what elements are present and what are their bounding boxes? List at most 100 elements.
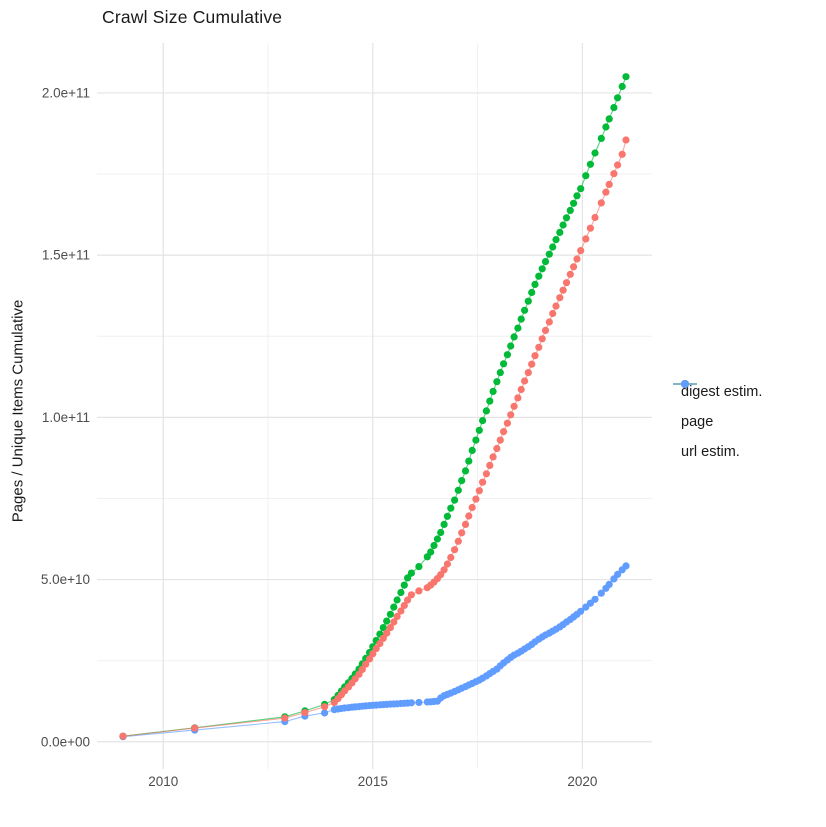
- y-tick-labels: 0.0e+00 5.0e+10 1.0e+11 1.5e+11 2.0e+11: [41, 85, 90, 749]
- x-tick-label: 2015: [358, 774, 388, 789]
- data-point: [451, 546, 459, 554]
- data-point: [365, 655, 374, 663]
- legend: digest estim. page url estim.: [672, 377, 762, 467]
- data-point: [500, 428, 508, 436]
- data-point: [489, 453, 497, 461]
- data-point: [566, 270, 574, 278]
- data-point: [510, 333, 518, 341]
- y-tick-label: 5.0e+10: [41, 572, 90, 587]
- data-point: [503, 419, 511, 427]
- data-point: [507, 342, 515, 350]
- data-point: [404, 596, 412, 604]
- data-point: [372, 645, 380, 653]
- data-point: [415, 587, 423, 595]
- data-point: [577, 247, 585, 255]
- data-point: [376, 639, 384, 648]
- data-point: [443, 560, 451, 568]
- data-point: [559, 286, 567, 294]
- data-point: [500, 360, 508, 368]
- data-point: [577, 185, 585, 193]
- series-page: [119, 73, 630, 740]
- data-point: [400, 601, 408, 610]
- data-point: [618, 82, 626, 91]
- data-point: [524, 369, 532, 377]
- data-point: [573, 192, 581, 200]
- data-point: [614, 161, 622, 169]
- data-point: [400, 581, 408, 589]
- data-point: [489, 387, 497, 395]
- data-point: [605, 580, 613, 589]
- data-point: [390, 618, 398, 626]
- data-point: [591, 595, 599, 603]
- data-point: [369, 650, 377, 658]
- data-point: [570, 199, 578, 207]
- data-point: [538, 335, 546, 343]
- data-point: [440, 520, 448, 529]
- data-point: [281, 714, 289, 722]
- data-point: [427, 548, 435, 556]
- data-point: [541, 258, 550, 266]
- data-point: [390, 603, 398, 611]
- data-point: [517, 385, 525, 394]
- data-point: [437, 528, 445, 537]
- data-point: [503, 351, 511, 359]
- data-point: [440, 566, 448, 574]
- data-point: [458, 477, 466, 485]
- legend-item-page: page: [672, 380, 762, 437]
- data-point: [531, 352, 539, 360]
- data-point: [582, 172, 590, 180]
- data-point: [379, 624, 387, 632]
- data-point: [454, 486, 462, 494]
- data-point: [570, 263, 578, 271]
- data-point: [622, 136, 630, 144]
- data-point: [407, 699, 415, 707]
- data-point: [458, 529, 466, 537]
- data-point: [622, 73, 630, 81]
- data-point: [562, 214, 571, 222]
- data-point: [383, 629, 391, 637]
- data-point: [514, 324, 522, 332]
- data-point: [602, 188, 610, 196]
- data-point: [552, 236, 560, 244]
- data-point: [191, 724, 199, 732]
- data-point: [386, 610, 394, 618]
- data-point: [559, 221, 567, 229]
- data-point: [614, 94, 622, 102]
- data-point: [618, 150, 626, 158]
- data-point: [461, 520, 470, 529]
- data-point: [528, 288, 536, 297]
- data-point: [602, 123, 610, 131]
- data-point: [362, 660, 370, 668]
- data-point: [496, 369, 504, 377]
- data-point: [556, 228, 564, 236]
- gridlines-minor: [97, 43, 652, 769]
- data-point: [468, 503, 476, 512]
- chart-title: Crawl Size Cumulative: [102, 7, 283, 27]
- data-point: [486, 397, 494, 405]
- data-point: [597, 134, 605, 142]
- data-point: [577, 607, 585, 615]
- data-point: [472, 495, 480, 503]
- data-point: [610, 170, 618, 178]
- y-tick-label: 1.5e+11: [42, 248, 90, 263]
- data-point: [535, 343, 543, 351]
- data-point: [465, 457, 473, 465]
- data-point: [517, 315, 525, 323]
- legend-label-url: url estim.: [681, 444, 740, 460]
- data-point: [562, 279, 571, 287]
- data-point: [535, 272, 543, 280]
- data-point: [119, 732, 127, 740]
- data-point: [486, 461, 494, 469]
- data-point: [521, 377, 529, 385]
- data-point: [510, 402, 518, 410]
- data-point: [566, 206, 574, 214]
- data-point: [397, 588, 405, 597]
- data-point: [475, 487, 483, 495]
- series-line: [122, 76, 627, 737]
- data-point: [549, 309, 557, 318]
- data-point: [383, 617, 391, 625]
- gridlines-major: [97, 43, 652, 769]
- data-point: [545, 318, 553, 326]
